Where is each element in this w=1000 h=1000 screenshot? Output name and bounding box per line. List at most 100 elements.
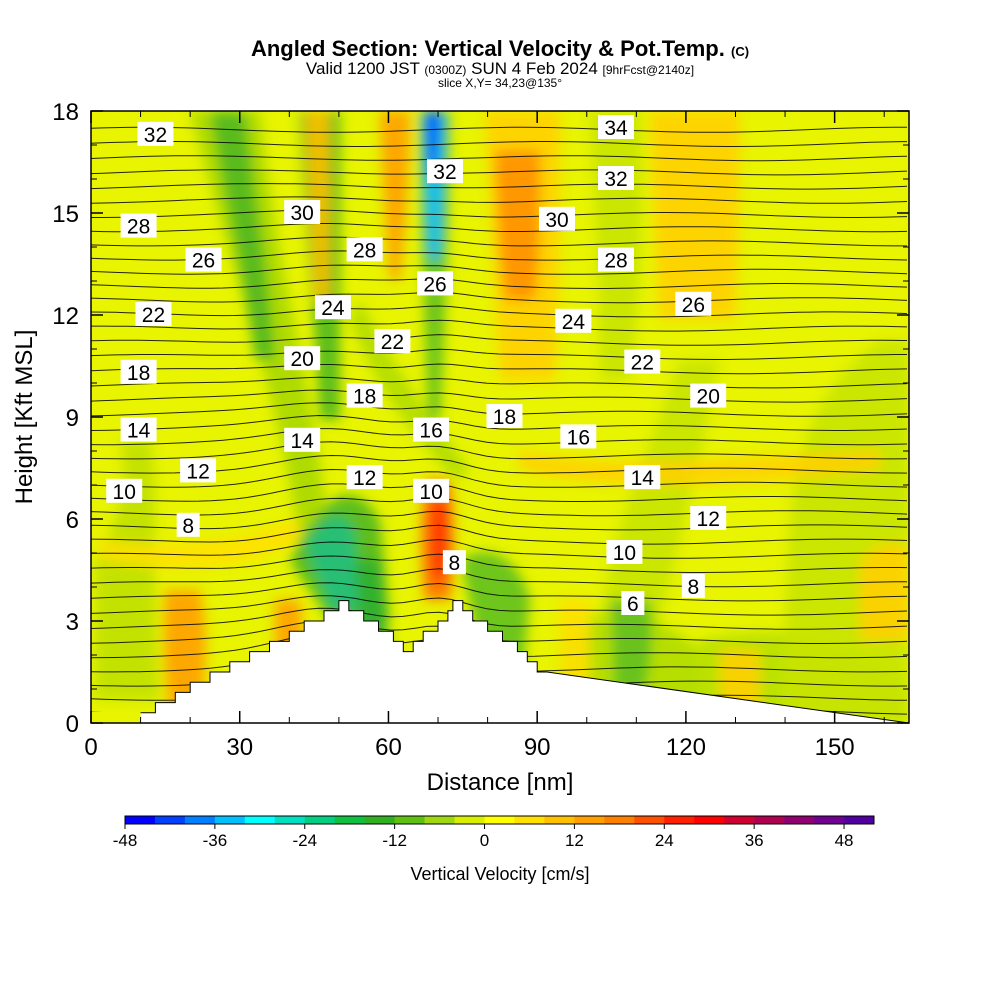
theta-label: 26 bbox=[185, 247, 222, 273]
theta-label-text: 32 bbox=[433, 161, 456, 184]
theta-label-text: 26 bbox=[423, 273, 446, 296]
colorbar-swatch bbox=[454, 816, 485, 824]
theta-label: 30 bbox=[284, 200, 321, 225]
colorbar-swatch bbox=[304, 816, 336, 824]
colorbar-swatch bbox=[544, 816, 575, 824]
terrain-mask bbox=[90, 600, 910, 724]
colorbar-swatch bbox=[664, 816, 695, 824]
theta-label-text: 14 bbox=[631, 467, 655, 490]
theta-label: 14 bbox=[624, 465, 661, 490]
theta-label: 26 bbox=[675, 291, 712, 317]
y-tick-label: 3 bbox=[66, 609, 79, 636]
theta-label-text: 22 bbox=[381, 331, 404, 354]
colorbar-swatch bbox=[604, 816, 635, 824]
theta-label-text: 16 bbox=[419, 420, 442, 443]
theta-label-text: 8 bbox=[688, 576, 700, 599]
theta-label: 16 bbox=[413, 417, 450, 443]
theta-label: 26 bbox=[417, 271, 454, 296]
y-tick-label: 15 bbox=[52, 201, 79, 228]
title-mark: (C) bbox=[731, 44, 750, 59]
theta-label-text: 32 bbox=[604, 168, 627, 191]
slice-info: slice X,Y= 34,23@135° bbox=[437, 76, 563, 90]
colorbar-swatch bbox=[424, 816, 455, 824]
colorbar-swatch bbox=[364, 816, 395, 824]
colorbar-swatch bbox=[184, 816, 216, 824]
terrain-outline bbox=[90, 600, 910, 724]
colorbar-swatch bbox=[694, 816, 725, 824]
theta-label-text: 12 bbox=[186, 460, 209, 483]
colorbar-swatch bbox=[814, 816, 845, 824]
theta-label-text: 30 bbox=[545, 209, 568, 232]
colorbar-swatch bbox=[244, 816, 276, 824]
x-tick-label: 120 bbox=[666, 734, 706, 761]
chart-subtitle: Valid 1200 JST (0300Z) SUN 4 Feb 2024 [9… bbox=[305, 59, 695, 78]
theta-label-text: 8 bbox=[182, 515, 194, 538]
theta-label-text: 16 bbox=[567, 426, 590, 449]
x-axis-label: Distance [nm] bbox=[427, 769, 574, 796]
colorbar-swatch bbox=[214, 816, 246, 824]
colorbar-tick-label: 12 bbox=[565, 831, 584, 850]
theta-label-text: 24 bbox=[562, 311, 586, 334]
theta-label-text: 14 bbox=[291, 430, 315, 453]
colorbar-tick-label: -12 bbox=[382, 831, 407, 850]
theta-label: 22 bbox=[624, 349, 661, 375]
theta-label-text: 24 bbox=[321, 297, 345, 320]
theta-label: 22 bbox=[135, 302, 172, 327]
theta-label: 18 bbox=[486, 404, 523, 429]
theta-label: 24 bbox=[555, 308, 592, 334]
colorbar-swatch bbox=[154, 816, 186, 824]
theta-label-text: 34 bbox=[604, 117, 628, 140]
colorbar-swatch bbox=[724, 816, 755, 824]
colorbar-tick-label: -48 bbox=[113, 831, 138, 850]
theta-label-text: 10 bbox=[613, 542, 636, 565]
chart-title: Angled Section: Vertical Velocity & Pot.… bbox=[250, 36, 750, 61]
theta-label: 14 bbox=[120, 417, 157, 443]
theta-label: 12 bbox=[180, 458, 217, 483]
colorbar-tick-label: 36 bbox=[745, 831, 764, 850]
y-tick-label: 9 bbox=[66, 405, 79, 432]
colorbar-swatch bbox=[784, 816, 815, 824]
colorbar-tick-label: 0 bbox=[480, 831, 489, 850]
theta-label-text: 10 bbox=[113, 481, 136, 504]
theta-label-text: 14 bbox=[127, 420, 151, 443]
colorbar-swatch bbox=[334, 816, 365, 824]
colorbar-swatch bbox=[394, 816, 425, 824]
theta-label: 8 bbox=[681, 574, 705, 599]
theta-label-text: 18 bbox=[353, 386, 376, 409]
colorbar-tick-label: 48 bbox=[835, 831, 854, 850]
theta-label-text: 20 bbox=[291, 348, 314, 371]
theta-label: 10 bbox=[106, 478, 143, 504]
theta-label: 22 bbox=[374, 329, 411, 354]
colorbar-swatch bbox=[484, 816, 515, 824]
colorbar: -48 -36 -24 -12 0 12 24 36 48 bbox=[113, 815, 875, 850]
theta-label: 24 bbox=[314, 295, 351, 320]
theta-label-text: 22 bbox=[631, 352, 654, 375]
x-tick-label: 30 bbox=[226, 734, 253, 761]
terrain-lowland bbox=[91, 711, 141, 723]
x-tick-label: 150 bbox=[815, 734, 855, 761]
theta-label: 28 bbox=[120, 213, 157, 239]
theta-label-text: 8 bbox=[449, 552, 461, 575]
theta-label-text: 12 bbox=[697, 508, 720, 531]
theta-label: 28 bbox=[598, 247, 635, 273]
theta-label: 10 bbox=[413, 478, 450, 504]
theta-label: 16 bbox=[560, 424, 597, 449]
potential-temperature-contours bbox=[91, 126, 908, 715]
theta-label-text: 18 bbox=[127, 362, 150, 385]
theta-label-text: 6 bbox=[627, 593, 639, 616]
y-axis-label: Height [Kft MSL] bbox=[11, 330, 38, 505]
theta-label-text: 12 bbox=[353, 467, 376, 490]
colorbar-swatch bbox=[125, 816, 156, 824]
theta-label-text: 18 bbox=[493, 406, 516, 429]
y-tick-label: 18 bbox=[52, 99, 79, 126]
theta-label: 20 bbox=[690, 383, 727, 409]
theta-label: 18 bbox=[346, 383, 383, 409]
theta-label-text: 30 bbox=[291, 202, 314, 225]
colorbar-tick-label: -24 bbox=[292, 831, 317, 850]
theta-label: 34 bbox=[598, 115, 635, 140]
colorbar-swatch bbox=[844, 816, 875, 824]
x-tick-label: 0 bbox=[84, 734, 97, 761]
theta-label: 32 bbox=[426, 159, 463, 184]
theta-label: 12 bbox=[690, 506, 727, 531]
